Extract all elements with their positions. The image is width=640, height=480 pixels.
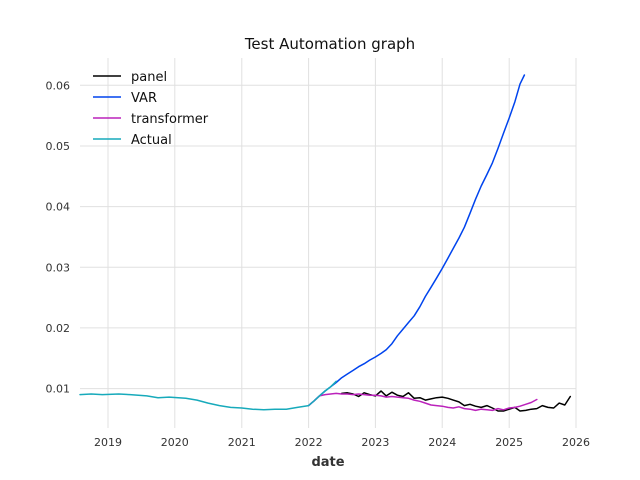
legend-label: VAR — [131, 91, 157, 106]
x-tick-label: 2025 — [495, 436, 523, 449]
legend-item-var: VAR — [93, 91, 157, 106]
x-axis-label: date — [311, 455, 344, 470]
series-lines — [79, 74, 572, 412]
x-tick-label: 2024 — [428, 436, 456, 449]
legend-label: Actual — [131, 133, 172, 148]
series-line-var — [307, 74, 526, 407]
legend-item-panel: panel — [93, 70, 167, 85]
legend-item-transformer: transformer — [93, 112, 209, 127]
y-tick-label: 0.04 — [46, 201, 71, 214]
y-tick-label: 0.06 — [46, 79, 71, 92]
grid — [80, 58, 577, 428]
chart-title: Test Automation graph — [244, 35, 415, 53]
series-line-actual — [79, 380, 337, 411]
y-tick-label: 0.01 — [46, 383, 71, 396]
y-tick-label: 0.03 — [46, 261, 71, 274]
x-tick-label: 2026 — [562, 436, 590, 449]
y-tick-label: 0.05 — [46, 140, 71, 153]
x-axis-ticks: 2019 2020 2021 2022 2023 2024 2025 2026 — [94, 436, 590, 449]
series-line-panel — [340, 390, 572, 412]
legend-item-actual: Actual — [93, 133, 172, 148]
y-tick-label: 0.02 — [46, 322, 71, 335]
series-line-transformer — [307, 392, 538, 412]
x-tick-label: 2023 — [361, 436, 389, 449]
legend-label: transformer — [131, 112, 209, 127]
x-tick-label: 2022 — [295, 436, 323, 449]
y-axis-ticks: 0.01 0.02 0.03 0.04 0.05 0.06 — [46, 79, 71, 395]
legend-label: panel — [131, 70, 167, 85]
x-tick-label: 2019 — [94, 436, 122, 449]
x-tick-label: 2021 — [228, 436, 256, 449]
legend: panel VAR transformer Actual — [93, 70, 209, 148]
x-tick-label: 2020 — [161, 436, 189, 449]
